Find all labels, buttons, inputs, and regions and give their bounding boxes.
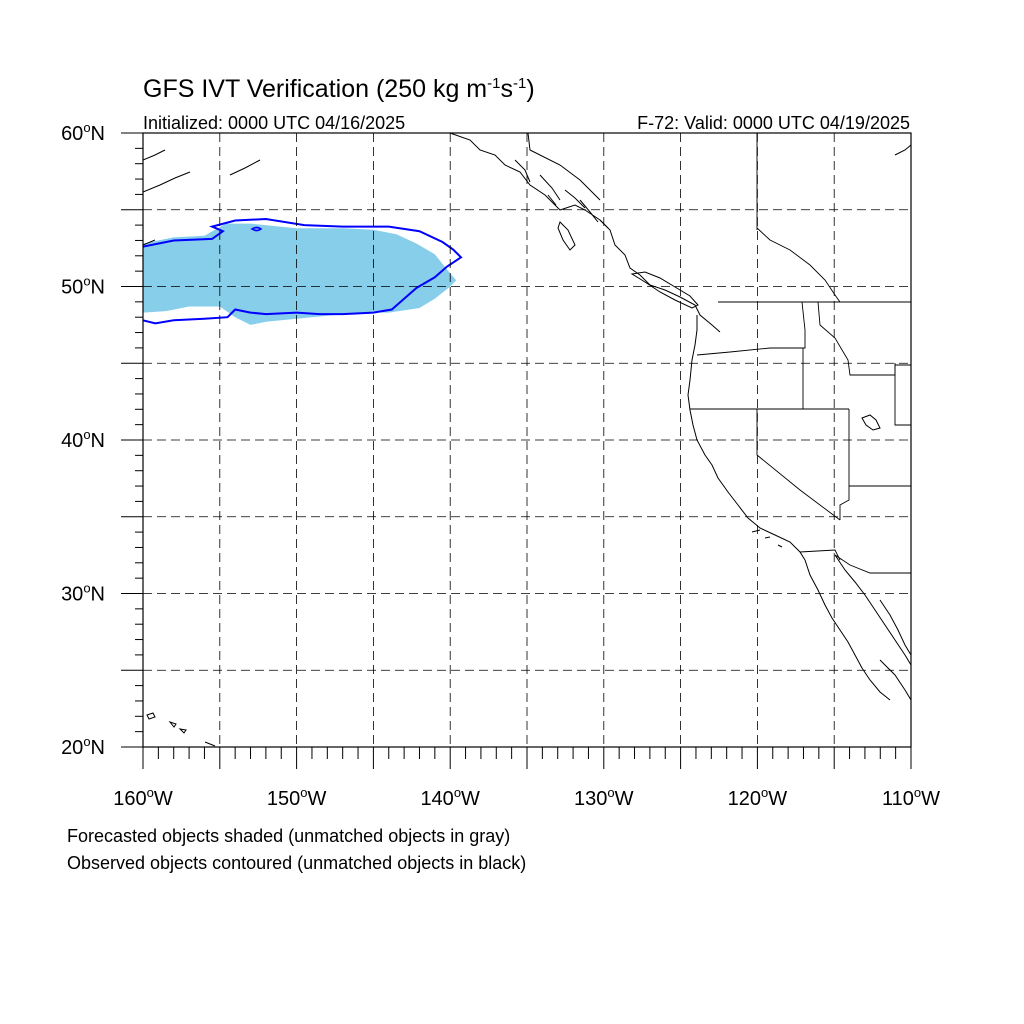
us-west-coastline (687, 315, 806, 561)
vancouver-island (630, 271, 699, 309)
lon-label: 160oW (113, 785, 173, 810)
alaska-southeast-islands (514, 159, 599, 223)
lat-label: 60oN (61, 120, 105, 145)
valid-label: F-72: Valid: 0000 UTC 04/19/2025 (637, 113, 910, 133)
lon-label: 110oW (882, 785, 940, 810)
canada-boundary (527, 133, 601, 201)
lat-label: 40oN (61, 427, 105, 452)
baja-coastline (804, 559, 891, 701)
mexico-mainland-coast (879, 599, 911, 701)
axis-ticks (121, 132, 912, 769)
california-nevada-border (756, 409, 841, 521)
gulf-of-california (834, 554, 911, 666)
bc-coastline (599, 219, 721, 333)
lon-label: 140oW (420, 785, 480, 810)
alaska-coastline (449, 133, 609, 229)
initialized-label: Initialized: 0000 UTC 04/16/2025 (143, 113, 405, 133)
canada-hudson-line (756, 227, 841, 303)
gridlines (143, 133, 911, 747)
nevada-utah-border (839, 409, 850, 520)
washington-oregon-border (696, 301, 806, 356)
forecast-object-shading (143, 223, 457, 325)
lat-label: 20oN (61, 734, 105, 759)
ivt-objects (143, 217, 463, 325)
state-boundaries (690, 133, 911, 574)
haida-gwaii (557, 221, 576, 251)
wyoming-border (894, 363, 911, 426)
lat-label: 30oN (61, 581, 105, 606)
longitude-labels: 160oW 150oW 140oW 130oW 120oW 110oW (113, 785, 940, 810)
lat-label: 50oN (61, 274, 105, 299)
coastlines (143, 133, 911, 747)
observed-object-small-loop (250, 226, 263, 232)
idaho-border (817, 301, 911, 376)
great-salt-lake (861, 414, 881, 431)
aleutian-coast (143, 144, 911, 246)
oregon-california-border (690, 348, 849, 410)
latitude-labels: 60oN 50oN 40oN 30oN 20oN (61, 120, 105, 759)
lon-label: 150oW (267, 785, 327, 810)
lon-label: 120oW (728, 785, 788, 810)
arizona-border (834, 554, 911, 574)
channel-islands (751, 529, 783, 548)
hawaii-islands (146, 712, 216, 747)
observed-object-contour (143, 217, 463, 325)
lon-label: 130oW (574, 785, 634, 810)
observed-note: Observed objects contoured (unmatched ob… (67, 853, 526, 873)
us-mexico-border (799, 549, 841, 561)
figure-title: GFS IVT Verification (250 kg m-1s-1) (143, 75, 535, 103)
forecast-note: Forecasted objects shaded (unmatched obj… (67, 826, 510, 846)
